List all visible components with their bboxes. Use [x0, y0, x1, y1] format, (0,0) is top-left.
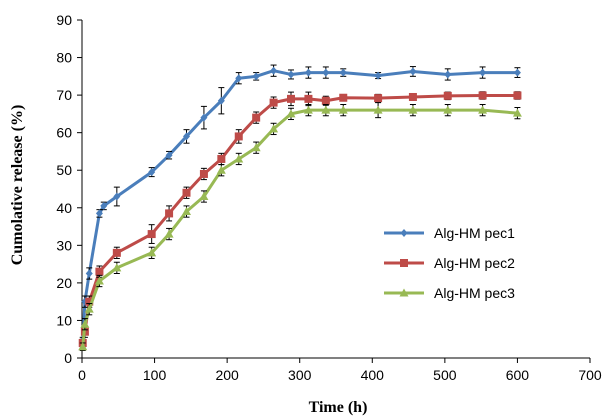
y-tick-label: 70	[56, 87, 72, 103]
data-point	[95, 209, 103, 218]
y-tick-label: 30	[56, 237, 72, 253]
data-point	[321, 105, 331, 114]
data-point	[269, 98, 278, 107]
x-tick-label: 100	[143, 367, 167, 383]
y-tick-label: 90	[56, 12, 72, 28]
data-point	[78, 342, 88, 351]
data-point	[287, 94, 296, 103]
data-point	[286, 109, 296, 118]
data-point	[269, 124, 279, 133]
legend-label: Alg-HM pec1	[434, 225, 515, 241]
data-point	[85, 297, 94, 306]
data-point	[251, 143, 261, 152]
legend-marker	[399, 288, 409, 297]
x-tick-label: 600	[506, 367, 530, 383]
x-tick-label: 300	[288, 367, 312, 383]
data-point	[85, 269, 93, 278]
data-point	[148, 168, 156, 177]
data-point	[234, 154, 244, 163]
data-point	[479, 68, 487, 77]
data-point	[322, 68, 330, 77]
data-point	[339, 93, 348, 102]
data-point	[112, 263, 122, 272]
data-point	[374, 71, 382, 80]
data-point	[513, 91, 522, 100]
data-point	[164, 229, 174, 238]
x-tick-label: 500	[433, 367, 457, 383]
y-tick-label: 0	[64, 350, 72, 366]
data-point	[147, 248, 157, 257]
y-tick-label: 60	[56, 125, 72, 141]
y-tick-label: 80	[56, 50, 72, 66]
data-point	[270, 66, 278, 75]
data-point	[113, 192, 121, 201]
data-point	[200, 113, 208, 122]
legend-label: Alg-HM pec2	[434, 255, 515, 271]
x-tick-label: 200	[215, 367, 239, 383]
data-point	[234, 132, 243, 141]
data-point	[94, 276, 104, 285]
data-point	[216, 165, 226, 174]
data-point	[147, 230, 156, 239]
data-point	[183, 132, 191, 141]
y-axis-title: Cumolative release (%)	[9, 105, 26, 266]
legend-marker	[400, 229, 408, 237]
data-point	[217, 154, 226, 163]
data-point	[199, 192, 209, 201]
data-point	[478, 91, 487, 100]
data-point	[408, 105, 418, 114]
data-point	[182, 188, 191, 197]
series-1	[79, 64, 521, 348]
data-point	[252, 113, 261, 122]
series-line	[81, 93, 518, 344]
data-point	[513, 68, 521, 77]
y-tick-label: 20	[56, 275, 72, 291]
y-tick-label: 40	[56, 200, 72, 216]
data-point	[165, 151, 173, 160]
data-point	[338, 105, 348, 114]
chart-legend: Alg-HM pec1 Alg-HM pec2 Alg-HM pec3	[384, 225, 515, 301]
y-tick-label: 10	[56, 312, 72, 328]
x-tick-label: 0	[78, 367, 86, 383]
data-point	[80, 319, 90, 328]
data-point	[443, 105, 453, 114]
data-point	[512, 108, 522, 117]
series-2	[78, 91, 522, 350]
chart-series	[78, 64, 522, 351]
x-axis-title: Time (h)	[309, 399, 368, 416]
data-point	[287, 70, 295, 79]
data-point	[182, 207, 192, 216]
data-point	[235, 74, 243, 83]
data-point	[374, 94, 383, 103]
series-line	[81, 108, 518, 347]
legend-marker	[400, 259, 408, 267]
data-point	[252, 72, 260, 81]
data-point	[409, 67, 417, 76]
data-point	[478, 105, 488, 114]
y-tick-label: 50	[56, 162, 72, 178]
data-point	[95, 267, 104, 276]
data-point	[444, 70, 452, 79]
data-point	[373, 105, 383, 114]
data-point	[408, 92, 417, 101]
data-point	[199, 169, 208, 178]
data-point	[303, 105, 313, 114]
x-tick-label: 700	[578, 367, 602, 383]
legend-label: Alg-HM pec3	[434, 285, 515, 301]
data-point	[165, 209, 174, 218]
data-point	[112, 248, 121, 257]
x-tick-label: 400	[361, 367, 385, 383]
data-point	[84, 304, 94, 313]
data-point	[100, 201, 108, 210]
data-point	[304, 94, 313, 103]
series-3	[78, 102, 522, 351]
data-point	[443, 91, 452, 100]
chart-axes: 0 10 20 30 40 50 60 70 80 90 0 100 200 300 400 500 600 70…	[56, 12, 601, 383]
data-point	[339, 68, 347, 77]
data-point	[321, 96, 330, 105]
data-point	[304, 68, 312, 77]
data-point	[217, 96, 225, 105]
